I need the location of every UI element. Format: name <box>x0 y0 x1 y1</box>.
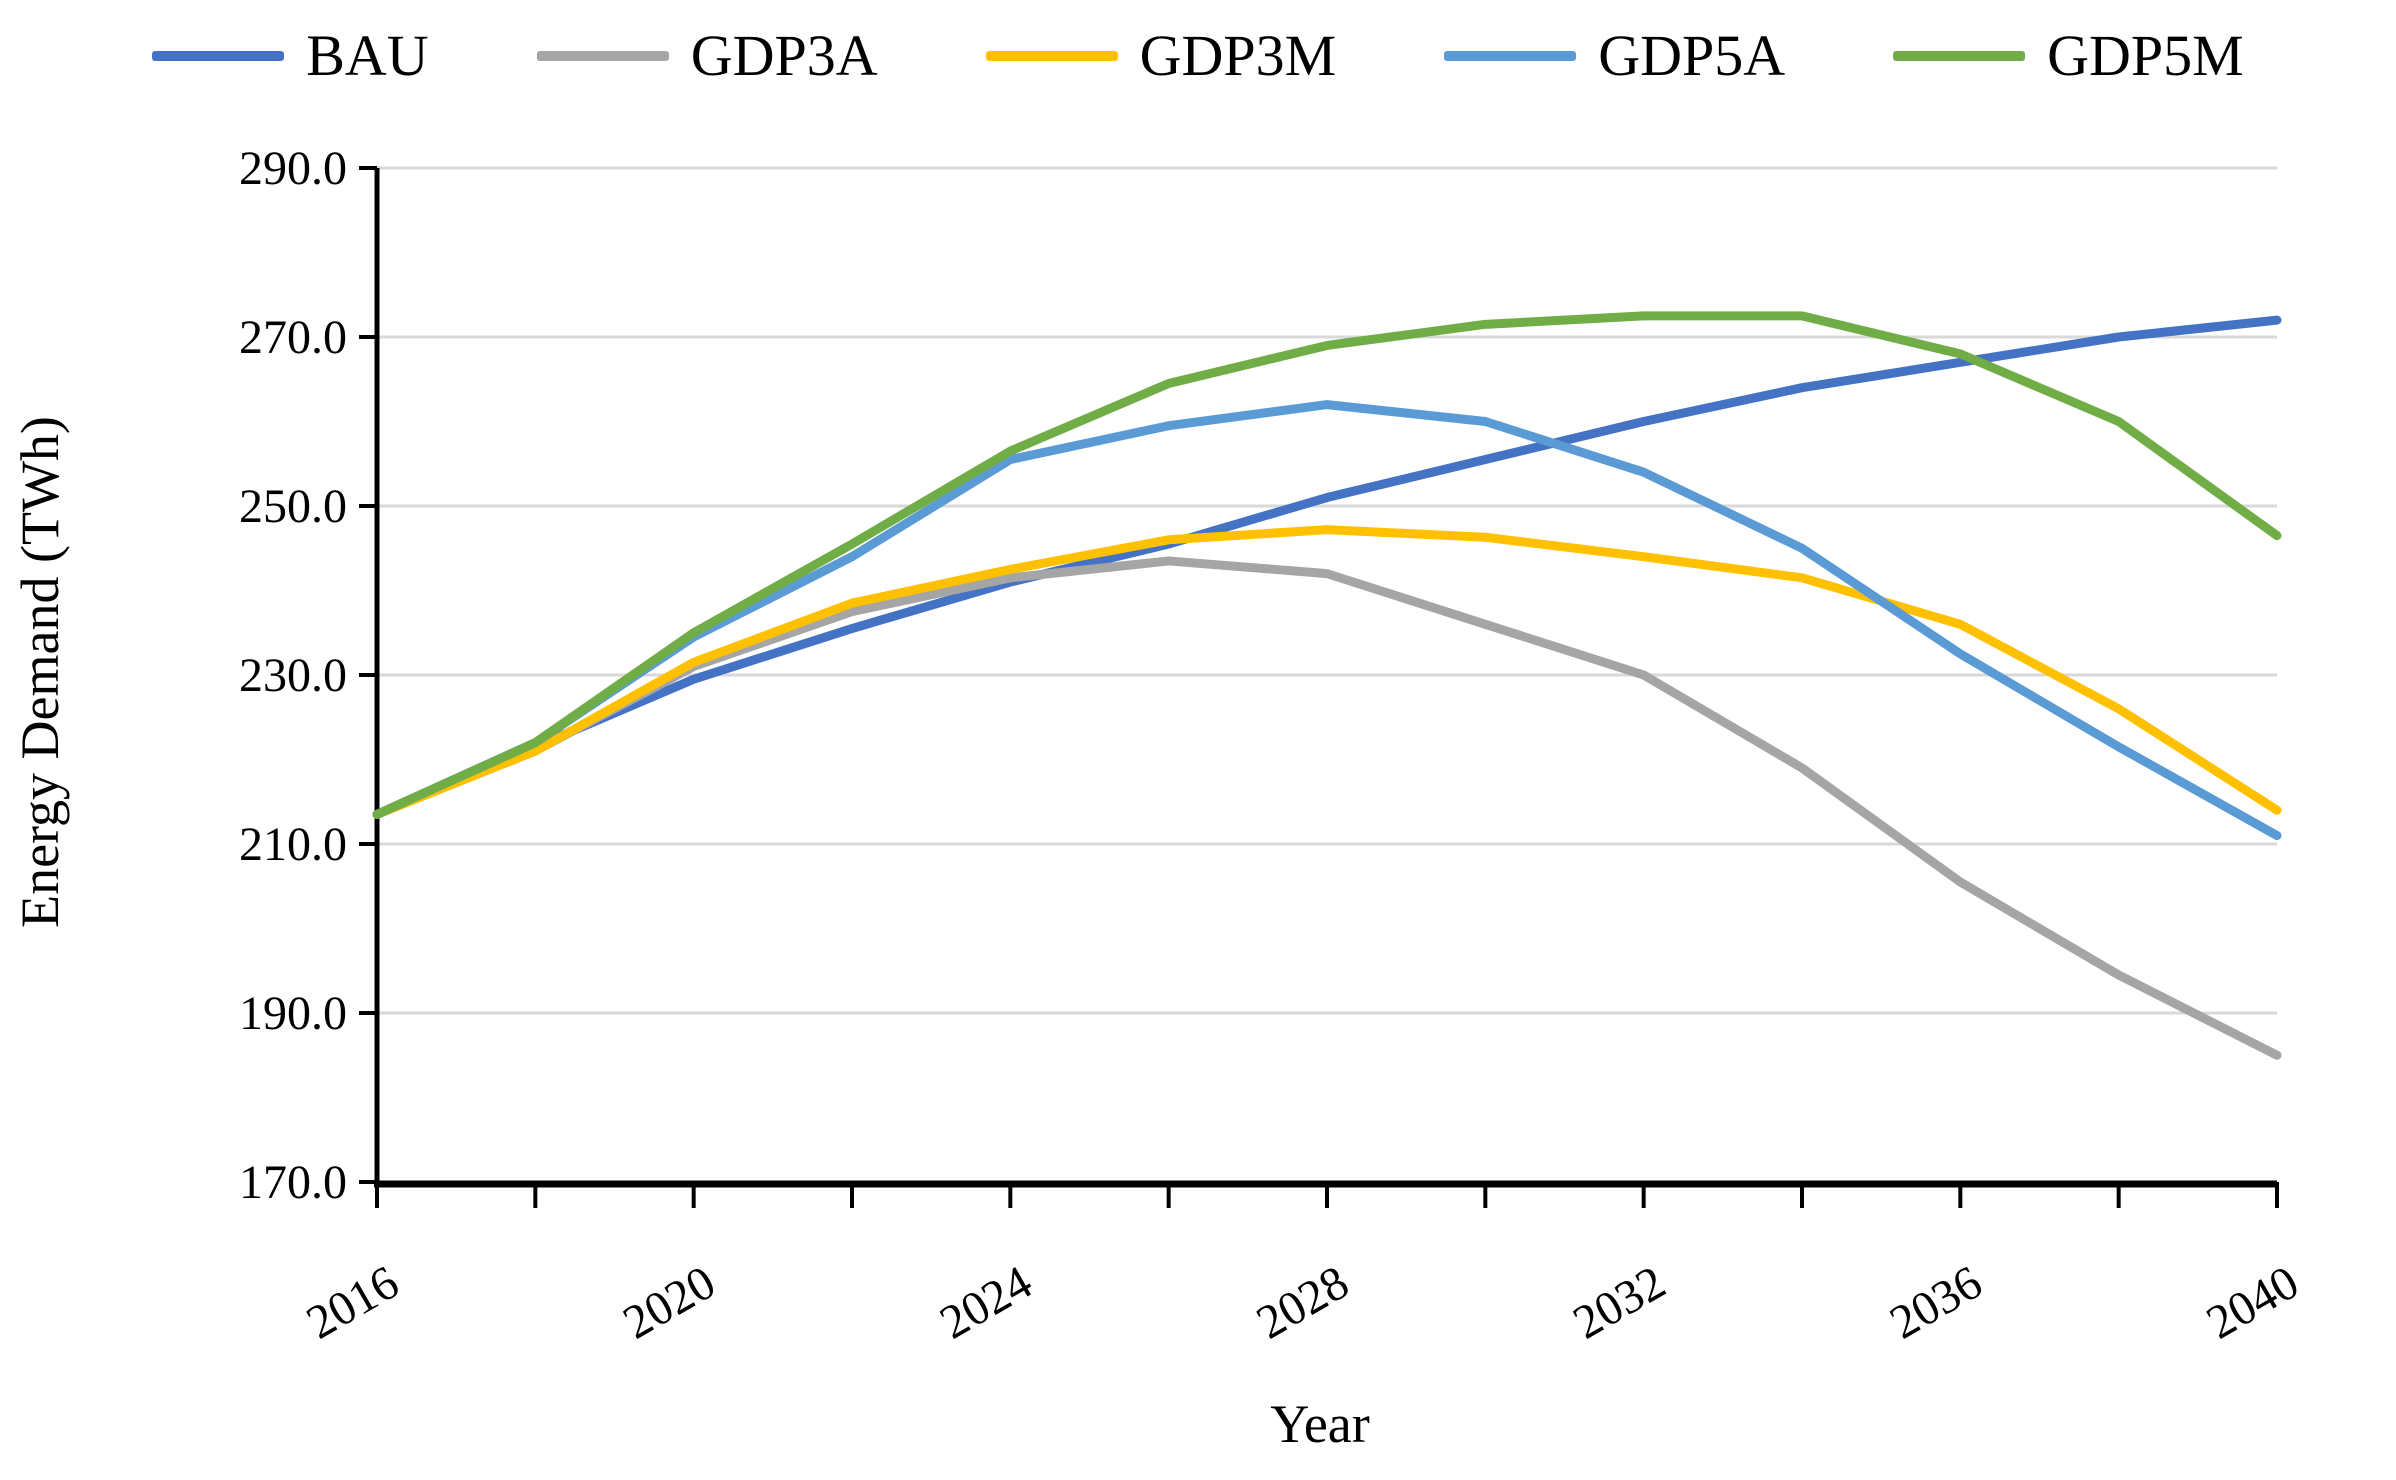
x-tick-label: 2032 <box>1565 1256 1675 1350</box>
legend-item-GDP5A: GDP5A <box>1444 22 1785 89</box>
y-tick-label: 230.0 <box>239 649 347 702</box>
legend-swatch-GDP5M <box>1893 50 2026 61</box>
legend-swatch-GDP3M <box>985 50 1118 61</box>
series-line-GDP5M <box>372 311 2282 819</box>
legend-item-BAU: BAU <box>152 22 429 89</box>
legend-label: GDP5M <box>2047 23 2244 88</box>
legend-label: BAU <box>306 23 429 88</box>
y-tick-label: 270.0 <box>239 311 347 364</box>
legend-item-GDP3M: GDP3M <box>985 22 1337 89</box>
legend-swatch-GDP3A <box>536 50 669 61</box>
y-tick-label: 250.0 <box>239 480 347 533</box>
x-tick-label: 2036 <box>1881 1256 1991 1350</box>
legend-item-GDP5M: GDP5M <box>1893 22 2244 89</box>
x-tick-label: 2040 <box>2198 1256 2308 1350</box>
legend-swatch-BAU <box>152 50 285 61</box>
x-tick-label: 2016 <box>298 1256 408 1350</box>
x-tick-label: 2024 <box>931 1256 1041 1350</box>
legend-label: GDP5A <box>1598 23 1786 88</box>
y-tick-label: 170.0 <box>239 1156 347 1209</box>
legend-item-GDP3A: GDP3A <box>536 22 878 89</box>
legend-swatch-GDP5A <box>1444 50 1577 61</box>
legend-label: GDP3M <box>1139 23 1337 88</box>
x-tick-label: 2028 <box>1248 1256 1358 1350</box>
y-axis-title: Energy Demand (TWh) <box>10 416 70 928</box>
plot-area: 170.0 190.0 210.0 230.0 250.0 270.0 290.0 2016 2… <box>239 142 2308 1350</box>
series-line-GDP3M <box>372 525 2282 819</box>
series-line-GDP5A <box>372 400 2282 841</box>
chart-legend: BAU GDP3A GDP3M GDP5A GDP5M <box>0 22 2396 89</box>
y-tick-label: 290.0 <box>239 142 347 195</box>
series-line-BAU <box>372 315 2282 819</box>
x-tick-label: 2020 <box>615 1256 725 1350</box>
y-tick-label: 210.0 <box>239 818 347 871</box>
legend-label: GDP3A <box>690 23 878 88</box>
y-tick-label: 190.0 <box>239 987 347 1040</box>
x-axis-title: Year <box>1270 1394 1370 1454</box>
series-line-GDP3A <box>372 556 2282 1060</box>
